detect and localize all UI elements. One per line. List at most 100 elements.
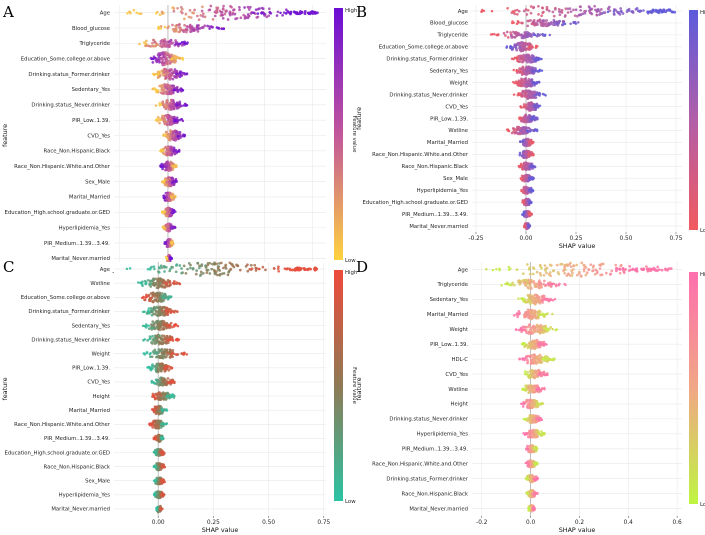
- beeswarm-row: [161, 175, 178, 188]
- shap-point: [557, 10, 561, 14]
- shap-point: [170, 265, 174, 269]
- panel-letter: C: [3, 258, 14, 276]
- shap-point: [165, 229, 169, 232]
- shap-point: [167, 150, 171, 154]
- shap-point: [175, 103, 179, 107]
- shap-point: [540, 14, 544, 18]
- shap-point: [515, 22, 519, 26]
- shap-point: [544, 24, 547, 28]
- shap-point: [157, 434, 161, 437]
- shap-point: [169, 98, 173, 102]
- shap-point: [154, 44, 157, 48]
- shap-point: [154, 437, 157, 441]
- shap-point: [178, 118, 181, 122]
- shap-point: [547, 9, 551, 13]
- shap-point: [169, 349, 172, 353]
- shap-point: [510, 34, 513, 38]
- beeswarm-row: [126, 4, 319, 22]
- shap-point: [166, 222, 170, 226]
- shap-point: [168, 56, 172, 59]
- shap-point: [154, 451, 158, 455]
- shap-point: [144, 39, 148, 43]
- shap-point: [518, 132, 522, 136]
- shap-point: [159, 91, 163, 95]
- shap-point: [558, 13, 562, 17]
- shap-point: [151, 61, 155, 64]
- shap-point: [161, 279, 165, 283]
- shap-point: [159, 394, 163, 398]
- shap-point: [168, 179, 172, 183]
- shap-point: [167, 197, 170, 201]
- shap-point: [533, 104, 536, 107]
- shap-point: [156, 10, 159, 14]
- shap-point: [210, 267, 214, 271]
- shap-point: [519, 70, 523, 74]
- shap-point: [175, 132, 179, 136]
- shap-point: [523, 31, 527, 34]
- shap-point: [183, 41, 187, 45]
- shap-point: [515, 128, 519, 132]
- shap-point: [153, 327, 157, 331]
- shap-point: [160, 452, 164, 455]
- shap-point: [277, 269, 281, 273]
- feature-label: Sedentary_Yes: [72, 323, 111, 329]
- feature-label: Hyperlipidemia_Yes: [59, 225, 111, 231]
- shap-point: [524, 151, 527, 155]
- shap-point: [143, 310, 146, 313]
- shap-point: [532, 70, 536, 73]
- shap-point: [166, 208, 169, 211]
- shap-point: [162, 310, 165, 314]
- shap-point: [254, 266, 258, 270]
- feature-label: Weight: [92, 352, 110, 358]
- shap-point: [512, 128, 516, 131]
- shap-point: [267, 14, 271, 18]
- shap-point: [191, 267, 195, 270]
- shap-point: [524, 72, 528, 75]
- shap-point: [538, 68, 542, 72]
- shap-point: [161, 341, 165, 345]
- shap-point: [608, 5, 611, 9]
- shap-point: [517, 125, 520, 129]
- shap-point: [533, 165, 536, 169]
- feature-label: Education_High.school.graduate.or.GED: [5, 450, 110, 456]
- shap-point: [510, 46, 513, 49]
- shap-point: [172, 323, 176, 327]
- shap-point: [174, 58, 177, 61]
- shap-point: [566, 7, 570, 11]
- shap-point: [155, 334, 158, 338]
- shap-point: [517, 92, 521, 96]
- colorbar-low-label: Low: [700, 228, 705, 234]
- shap-point: [532, 129, 536, 133]
- shap-point: [166, 394, 169, 398]
- x-tick-label: 0.50: [262, 520, 275, 526]
- shap-point: [171, 77, 175, 81]
- shap-point: [175, 43, 179, 46]
- shap-point: [164, 162, 168, 166]
- shap-point: [178, 102, 182, 106]
- shap-point: [579, 8, 583, 12]
- shap-point: [171, 131, 175, 135]
- shap-point: [515, 8, 519, 12]
- shap-point: [171, 138, 175, 141]
- shap-point: [520, 188, 523, 192]
- shap-point: [589, 11, 593, 15]
- shap-point: [523, 162, 526, 166]
- shap-point: [552, 23, 555, 27]
- shap-point: [530, 108, 534, 111]
- shap-point: [170, 210, 174, 214]
- shap-point: [163, 25, 167, 29]
- shap-point: [595, 13, 599, 17]
- shap-point: [175, 264, 178, 267]
- feature-label: CVD_Yes: [87, 380, 110, 386]
- shap-point: [159, 24, 163, 28]
- shap-point: [155, 393, 159, 397]
- shap-point: [158, 13, 162, 17]
- feature-label: Race_Non.Hispanic.Black: [44, 464, 111, 470]
- shap-point: [154, 419, 158, 423]
- shap-point: [531, 116, 534, 120]
- shap-point: [281, 13, 284, 17]
- shap-point: [154, 306, 157, 310]
- shap-point: [155, 88, 159, 92]
- shap-point: [166, 26, 169, 30]
- shap-point: [515, 81, 519, 85]
